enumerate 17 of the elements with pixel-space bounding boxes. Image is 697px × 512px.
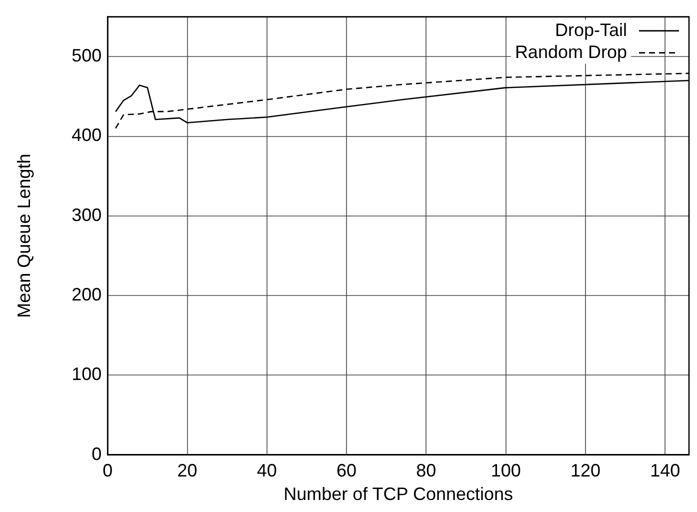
x-tick-label: 20 <box>177 460 198 481</box>
x-tick-label: 40 <box>256 460 277 481</box>
y-tick-label: 300 <box>72 204 102 225</box>
legend-label: Drop-Tail <box>554 20 627 40</box>
x-tick-label: 80 <box>416 460 436 481</box>
y-tick-label: 100 <box>72 364 102 384</box>
x-tick-label: 60 <box>336 460 357 481</box>
x-tick-label: 120 <box>570 460 600 481</box>
y-axis-title: Mean Queue Length <box>14 154 34 318</box>
x-axis-title: Number of TCP Connections <box>284 484 514 504</box>
y-tick-label: 400 <box>72 125 102 146</box>
x-tick-label: 140 <box>650 460 680 481</box>
legend-label: Random Drop <box>514 42 627 62</box>
y-tick-label: 0 <box>92 444 102 464</box>
y-tick-label: 200 <box>72 284 102 304</box>
y-tick-label: 500 <box>72 46 102 66</box>
x-tick-label: 100 <box>490 460 521 481</box>
